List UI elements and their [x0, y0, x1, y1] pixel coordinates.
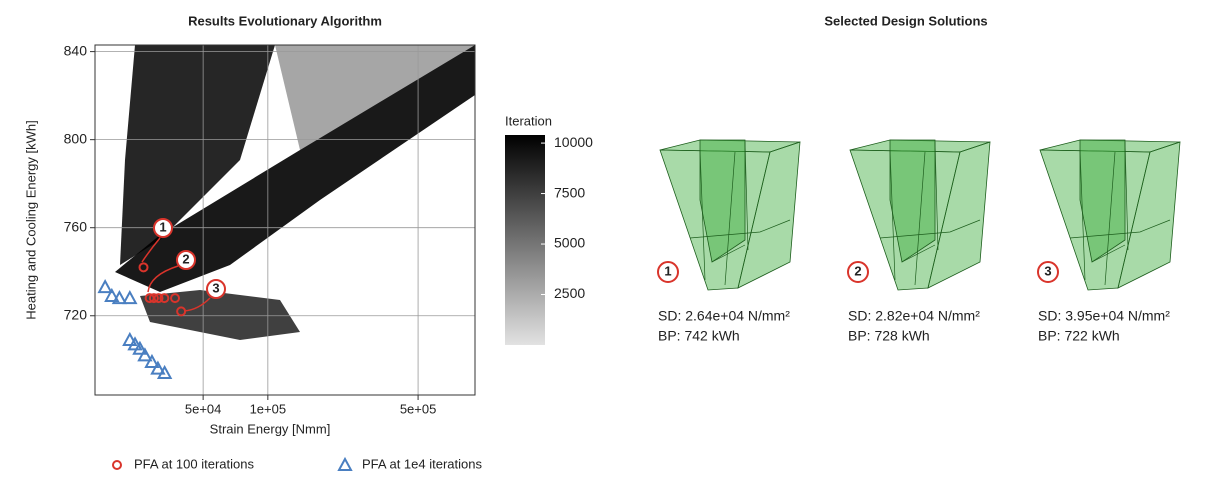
design-solid	[1040, 140, 1180, 290]
y-tick-label: 840	[64, 42, 88, 58]
design-solid	[660, 140, 800, 290]
colorbar-title: Iteration	[505, 113, 552, 128]
y-tick-label: 800	[64, 130, 88, 146]
design-sd: SD: 3.95e+04 N/mm²	[1038, 308, 1170, 324]
colorbar-tick-label: 2500	[554, 285, 585, 301]
designs-title: Selected Design Solutions	[824, 13, 987, 28]
design-bp: BP: 722 kWh	[1038, 328, 1120, 344]
design-bp: BP: 742 kWh	[658, 328, 740, 344]
design-bp: BP: 728 kWh	[848, 328, 930, 344]
legend-label: PFA at 1e4 iterations	[362, 456, 482, 471]
legend-marker	[113, 461, 121, 469]
y-axis-label: Heating and Cooling Energy [kWh]	[23, 120, 38, 319]
y-tick-label: 720	[64, 306, 88, 322]
design-sd: SD: 2.64e+04 N/mm²	[658, 308, 790, 324]
x-axis-label: Strain Energy [Nmm]	[210, 421, 331, 436]
legend-marker	[339, 459, 351, 470]
annotation: 3	[212, 280, 219, 295]
design-number: 3	[1044, 263, 1051, 278]
point	[99, 281, 111, 292]
design-number: 2	[854, 263, 861, 278]
annotation: 1	[159, 219, 166, 234]
design-sd: SD: 2.82e+04 N/mm²	[848, 308, 980, 324]
point	[124, 292, 136, 303]
annotation: 2	[182, 251, 189, 266]
figure: Results Evolutionary Algorithm 720 760 800…	[0, 0, 1220, 480]
x-tick-label: 5e+05	[400, 401, 437, 416]
y-tick-label: 760	[64, 218, 88, 234]
point	[139, 349, 151, 360]
legend: PFA at 100 iterations PFA at 1e4 iteratio…	[113, 456, 482, 471]
design-solid	[850, 140, 990, 290]
chart-title: Results Evolutionary Algorithm	[188, 13, 382, 28]
legend-label: PFA at 100 iterations	[134, 456, 254, 471]
point-cloud	[115, 45, 475, 340]
x-tick-label: 5e+04	[185, 401, 222, 416]
colorbar-tick-label: 10000	[554, 134, 593, 150]
colorbar	[505, 135, 545, 345]
design-number: 1	[664, 263, 671, 278]
colorbar-tick-label: 7500	[554, 184, 585, 200]
x-tick-label: 1e+05	[250, 401, 287, 416]
colorbar-tick-label: 5000	[554, 235, 585, 251]
